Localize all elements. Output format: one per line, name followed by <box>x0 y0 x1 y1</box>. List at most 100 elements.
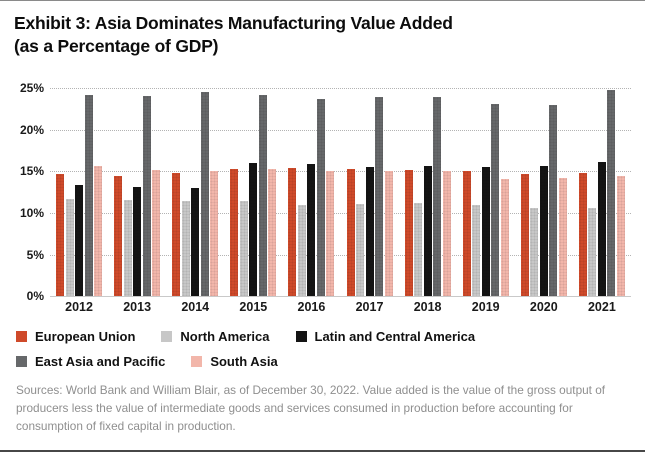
bar-north-america-2018 <box>414 203 423 297</box>
legend-swatch-icon <box>161 331 173 343</box>
bar-european-union-2016 <box>288 168 297 297</box>
x-axis-label-2014: 2014 <box>181 300 210 315</box>
bar-european-union-2017 <box>346 168 355 297</box>
legend-item-south-asia: South Asia <box>191 354 278 370</box>
y-axis-tick-label-15: 15% <box>19 164 44 179</box>
bar-latin-and-central-america-2017 <box>365 167 374 297</box>
x-axis-label-2016: 2016 <box>297 300 326 315</box>
bar-european-union-2018 <box>404 169 413 297</box>
bar-south-asia-2012 <box>94 165 103 297</box>
bar-latin-and-central-america-2014 <box>191 188 200 297</box>
bar-east-asia-and-pacific-2020 <box>549 104 558 297</box>
bar-latin-and-central-america-2012 <box>75 184 84 297</box>
bar-european-union-2020 <box>520 173 529 297</box>
legend-swatch-icon <box>295 331 307 343</box>
bar-east-asia-and-pacific-2021 <box>607 89 616 297</box>
legend-swatch-icon <box>16 356 27 368</box>
bar-group-2015 <box>230 94 277 297</box>
bar-group-2014 <box>172 92 219 297</box>
gridline-5 <box>50 254 631 256</box>
x-axis-label-2012: 2012 <box>65 300 93 315</box>
plot-area <box>50 88 631 298</box>
bar-south-asia-2021 <box>616 175 625 297</box>
x-axis-label-2017: 2017 <box>355 300 384 315</box>
bar-group-2013 <box>114 95 161 297</box>
bar-east-asia-and-pacific-2017 <box>375 97 384 297</box>
bar-east-asia-and-pacific-2019 <box>491 104 500 297</box>
bar-north-america-2015 <box>239 201 248 297</box>
legend-row-2: East Asia and Pacific South Asia <box>16 354 631 369</box>
bar-north-america-2012 <box>65 198 74 297</box>
x-axis-label-2021: 2021 <box>587 300 616 315</box>
bar-latin-and-central-america-2021 <box>597 162 606 297</box>
bar-north-america-2017 <box>356 203 365 297</box>
bar-latin-and-central-america-2013 <box>133 187 142 297</box>
legend-item-latin-and-central-america: Latin and Central America <box>295 329 476 345</box>
bar-east-asia-and-pacific-2018 <box>433 97 442 297</box>
x-axis-label-2013: 2013 <box>123 300 152 315</box>
bar-european-union-2012 <box>56 173 65 297</box>
bar-european-union-2013 <box>114 175 123 297</box>
bar-east-asia-and-pacific-2012 <box>84 94 93 297</box>
bar-east-asia-and-pacific-2015 <box>258 94 267 297</box>
title-line-2: (as a Percentage of GDP) <box>14 36 219 57</box>
source-note: Sources: World Bank and William Blair, a… <box>16 383 606 433</box>
y-axis-tick-label-25: 25% <box>19 81 44 96</box>
bar-group-2020 <box>520 104 567 297</box>
x-axis-label-2015: 2015 <box>239 300 268 315</box>
y-axis-tick-label-5: 5% <box>26 247 44 262</box>
bar-south-asia-2015 <box>268 168 277 297</box>
bar-groups <box>50 88 631 297</box>
gridline-15 <box>50 171 631 173</box>
bar-latin-and-central-america-2016 <box>307 163 316 297</box>
legend-label: South Asia <box>210 354 278 370</box>
x-axis-label-2020: 2020 <box>529 300 558 315</box>
y-axis-tick-label-0: 0% <box>26 289 44 304</box>
bar-south-asia-2019 <box>500 178 509 297</box>
legend-label: European Union <box>35 329 136 345</box>
legend-label: Latin and Central America <box>314 329 476 345</box>
gridline-10 <box>50 212 631 214</box>
bar-north-america-2021 <box>588 208 597 297</box>
bar-north-america-2016 <box>297 204 306 297</box>
bar-european-union-2019 <box>462 171 471 297</box>
x-axis-label-2018: 2018 <box>413 300 442 315</box>
legend-label: East Asia and Pacific <box>35 354 166 370</box>
y-axis-tick-label-10: 10% <box>19 205 44 220</box>
bar-north-america-2014 <box>181 201 190 297</box>
bar-south-asia-2014 <box>210 171 219 297</box>
bar-group-2017 <box>346 97 393 297</box>
bar-south-asia-2018 <box>442 171 451 297</box>
bar-latin-and-central-america-2015 <box>249 163 258 297</box>
bar-north-america-2013 <box>123 199 132 297</box>
bar-european-union-2014 <box>172 173 181 297</box>
exhibit-title: Exhibit 3: Asia Dominates Manufacturing … <box>14 12 631 58</box>
bar-south-asia-2016 <box>326 170 335 297</box>
legend-swatch-icon <box>16 331 27 343</box>
legend-label: North America <box>180 329 270 345</box>
bar-latin-and-central-america-2020 <box>539 166 548 297</box>
bar-chart: 25% 20% 15% 10% 5% 0% 2012 2013 2014 2015 2016 201… <box>14 81 631 315</box>
y-axis-tick-label-20: 20% <box>19 122 44 137</box>
bar-european-union-2015 <box>230 168 239 297</box>
legend-item-north-america: North America <box>161 329 270 345</box>
bar-group-2018 <box>404 97 451 297</box>
bar-east-asia-and-pacific-2016 <box>316 99 325 297</box>
bar-latin-and-central-america-2019 <box>481 167 490 297</box>
bar-south-asia-2020 <box>558 178 567 297</box>
bar-group-2019 <box>462 104 509 297</box>
legend-row-1: European Union North America Latin and Cen… <box>16 329 631 344</box>
bar-north-america-2020 <box>530 208 539 297</box>
y-axis: 25% 20% 15% 10% 5% 0% <box>14 81 44 303</box>
bar-south-asia-2013 <box>152 169 161 297</box>
bar-east-asia-and-pacific-2014 <box>200 92 209 297</box>
bar-group-2021 <box>578 89 625 297</box>
bar-north-america-2019 <box>472 204 481 297</box>
legend-item-east-asia-and-pacific: East Asia and Pacific <box>16 354 165 369</box>
bar-south-asia-2017 <box>384 171 393 297</box>
bar-european-union-2021 <box>578 173 587 297</box>
chart-legend: European Union North America Latin and Cen… <box>16 329 631 369</box>
bar-latin-and-central-america-2018 <box>423 165 432 297</box>
bar-group-2016 <box>288 99 335 297</box>
